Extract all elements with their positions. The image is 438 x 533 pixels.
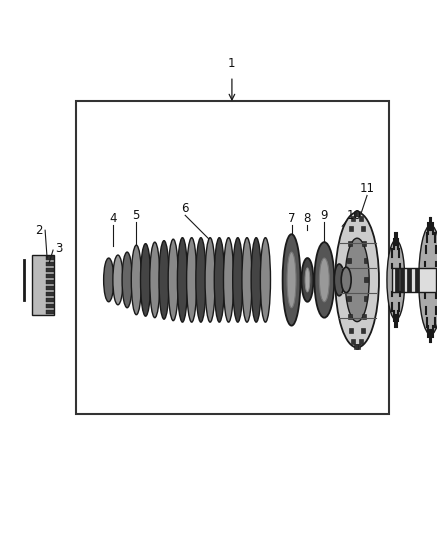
Bar [32,255,54,314]
Bar [407,268,411,292]
Bar [361,328,365,334]
Ellipse shape [335,212,379,348]
Bar [361,227,365,231]
Bar [348,314,352,319]
Ellipse shape [305,268,310,292]
Ellipse shape [233,238,243,322]
Ellipse shape [131,245,141,314]
Bar [76,101,389,414]
Bar [46,298,54,302]
Bar [350,328,353,334]
Ellipse shape [196,238,206,322]
Text: 5: 5 [132,209,139,222]
Bar [46,268,54,272]
Ellipse shape [141,244,151,316]
Ellipse shape [334,264,344,296]
Text: 7: 7 [288,212,295,225]
Text: 11: 11 [360,182,374,195]
Text: 8: 8 [304,212,311,225]
Ellipse shape [260,238,271,322]
Text: 4: 4 [109,212,117,225]
Bar [359,216,363,221]
Text: 6: 6 [181,202,189,215]
Ellipse shape [251,238,261,322]
Text: 1: 1 [228,57,236,70]
Bar [364,296,367,302]
Bar [364,278,368,282]
Ellipse shape [159,241,169,319]
Bar [395,268,399,292]
Ellipse shape [419,225,438,335]
Ellipse shape [242,238,252,322]
Bar [357,344,360,349]
Ellipse shape [104,258,114,302]
Bar [363,241,367,246]
Bar [364,259,367,263]
Bar [352,216,356,221]
Ellipse shape [283,234,300,326]
Ellipse shape [187,238,197,322]
Text: 10: 10 [347,209,362,222]
Text: 9: 9 [321,209,328,222]
Ellipse shape [113,255,123,305]
Bar [352,339,356,344]
Bar [415,268,419,292]
Text: 2: 2 [35,224,43,237]
Bar [347,259,351,263]
Ellipse shape [387,240,405,320]
Ellipse shape [319,258,329,302]
Bar [46,274,54,278]
Ellipse shape [287,252,296,308]
Bar [348,241,352,246]
Ellipse shape [122,252,132,308]
Ellipse shape [341,267,351,293]
Text: 3: 3 [55,241,63,255]
Bar [347,296,351,302]
Ellipse shape [177,238,187,322]
Ellipse shape [301,258,314,302]
Bar [392,268,436,292]
Bar [46,304,54,308]
Ellipse shape [205,238,215,322]
Ellipse shape [214,238,224,322]
Bar [46,256,54,260]
Bar [354,211,358,215]
Bar [363,314,367,319]
Bar [359,339,363,344]
Bar [46,280,54,284]
Bar [400,268,404,292]
Ellipse shape [223,238,233,322]
Bar [354,344,358,349]
Bar [46,292,54,296]
Bar [357,211,360,215]
Ellipse shape [345,238,369,321]
Bar [46,262,54,266]
Bar [46,310,54,314]
Bar [346,278,350,282]
Bar [350,227,353,231]
Ellipse shape [168,239,178,321]
Ellipse shape [314,242,334,318]
Bar [46,286,54,290]
Ellipse shape [150,242,160,318]
